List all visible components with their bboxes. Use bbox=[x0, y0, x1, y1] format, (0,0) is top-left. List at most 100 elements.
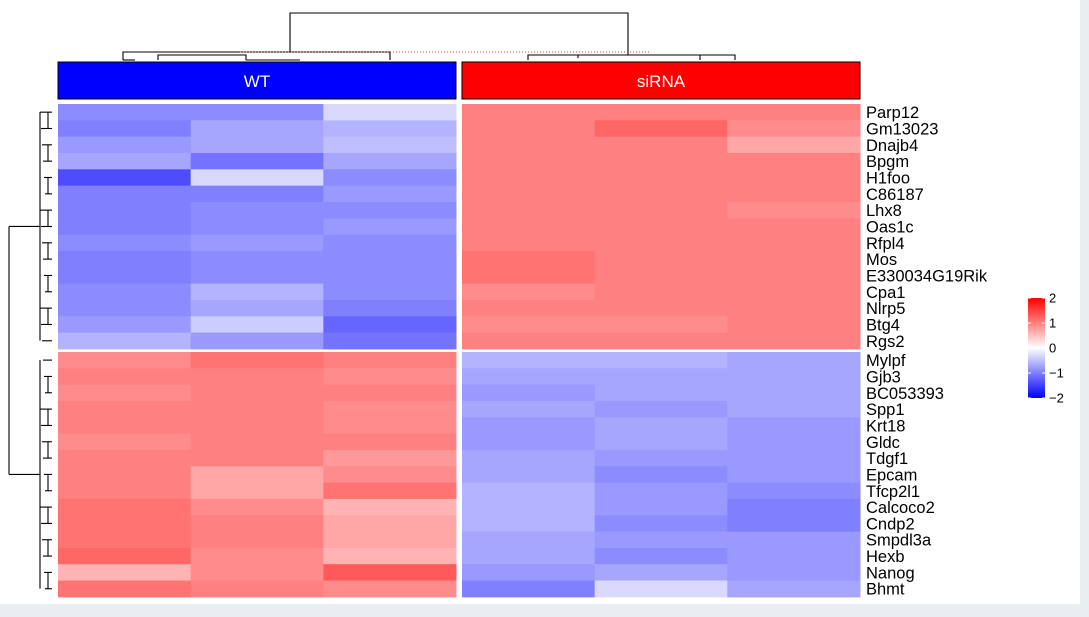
row-label-Gldc: Gldc bbox=[866, 434, 900, 452]
heatmap-cell-Nlrp5-2 bbox=[190, 299, 324, 317]
heatmap-cell-Parp12-2 bbox=[190, 104, 324, 121]
heatmap-cell-BC053393-4 bbox=[462, 384, 596, 402]
heatmap-cell-Tdgf1-1 bbox=[58, 449, 192, 467]
heatmap-cell-Btg4-5 bbox=[594, 316, 728, 334]
heatmap-cell-E330034G19Rik-6 bbox=[727, 267, 861, 285]
row-label-Lhx8: Lhx8 bbox=[866, 202, 902, 220]
heatmap-cell-Krt18-5 bbox=[594, 417, 728, 435]
heatmap-cell-C86187-1 bbox=[58, 185, 192, 203]
heatmap-cell-Cndp2-5 bbox=[594, 515, 728, 533]
heatmap-cell-Rfpl4-6 bbox=[727, 234, 861, 252]
heatmap-cell-Tfcp2l1-4 bbox=[462, 482, 596, 500]
row-label-Nanog: Nanog bbox=[866, 564, 915, 582]
heatmap-cell-Bpgm-5 bbox=[594, 152, 728, 170]
row-label-Spp1: Spp1 bbox=[866, 401, 905, 419]
heatmap-cell-Cpa1-6 bbox=[727, 283, 861, 301]
heatmap-cell-Cpa1-3 bbox=[323, 283, 457, 301]
row-label-Epcam: Epcam bbox=[866, 466, 917, 484]
row-label-Rfpl4: Rfpl4 bbox=[866, 235, 905, 253]
column-dendrogram-branch-4 bbox=[157, 54, 247, 60]
legend-tick-label-4: −2 bbox=[1049, 391, 1064, 406]
column-dendrogram-branch-9 bbox=[577, 54, 736, 60]
heatmap-cell-Mylpf-3 bbox=[323, 351, 457, 369]
column-dendrogram-branch-3 bbox=[290, 51, 391, 60]
heatmap-cell-Bhmt-5 bbox=[594, 580, 728, 598]
row-label-Cndp2: Cndp2 bbox=[866, 515, 915, 533]
heatmap-cell-Mos-5 bbox=[594, 250, 728, 268]
heatmap-cell-Gm13023-4 bbox=[462, 120, 596, 138]
heatmap-cell-Btg4-2 bbox=[190, 316, 324, 334]
heatmap-cell-E330034G19Rik-3 bbox=[323, 267, 457, 285]
heatmap-cell-Oas1c-5 bbox=[594, 218, 728, 236]
heatmap-cell-Smpdl3a-4 bbox=[462, 531, 596, 549]
heatmap-cell-H1foo-5 bbox=[594, 169, 728, 187]
heatmap-cell-Rfpl4-3 bbox=[323, 234, 457, 252]
heatmap-cell-H1foo-1 bbox=[58, 169, 192, 187]
heatmap-cell-Lhx8-3 bbox=[323, 201, 457, 219]
heatmap-cell-Mylpf-4 bbox=[462, 351, 596, 369]
heatmap-cell-Lhx8-1 bbox=[58, 201, 192, 219]
heatmap-cell-BC053393-6 bbox=[727, 384, 861, 402]
heatmap-cell-Rgs2-1 bbox=[58, 332, 192, 350]
column-dendrogram bbox=[122, 12, 736, 61]
heatmap-cell-Gldc-2 bbox=[190, 433, 324, 451]
heatmap-cell-Spp1-5 bbox=[594, 400, 728, 418]
heatmap-cell-Mos-1 bbox=[58, 250, 192, 268]
heatmap-cell-BC053393-1 bbox=[58, 384, 192, 402]
heatmap-cell-Rfpl4-2 bbox=[190, 234, 324, 252]
heatmap-cell-Rfpl4-4 bbox=[462, 234, 596, 252]
heatmap-cell-Krt18-1 bbox=[58, 417, 192, 435]
heatmap-cell-Mylpf-5 bbox=[594, 351, 728, 369]
heatmap-cell-C86187-5 bbox=[594, 185, 728, 203]
heatmap-cell-Rgs2-2 bbox=[190, 332, 324, 350]
heatmap-cell-E330034G19Rik-2 bbox=[190, 267, 324, 285]
heatmap-cell-E330034G19Rik-5 bbox=[594, 267, 728, 285]
heatmap-cell-Rfpl4-1 bbox=[58, 234, 192, 252]
heatmap-cell-Tdgf1-2 bbox=[190, 449, 324, 467]
row-label-BC053393: BC053393 bbox=[866, 385, 944, 403]
heatmap-cell-H1foo-4 bbox=[462, 169, 596, 187]
heatmap-cell-Tfcp2l1-3 bbox=[323, 482, 457, 500]
heatmap-cell-Tdgf1-5 bbox=[594, 449, 728, 467]
heatmap-cell-Gjb3-5 bbox=[594, 368, 728, 386]
legend-tick-label-1: 1 bbox=[1049, 316, 1056, 331]
heatmap-cell-Nanog-3 bbox=[323, 564, 457, 582]
heatmap-cell-Bpgm-1 bbox=[58, 152, 192, 170]
heatmap-cell-C86187-4 bbox=[462, 185, 596, 203]
heatmap-cell-Mos-3 bbox=[323, 250, 457, 268]
heatmap-cell-Smpdl3a-3 bbox=[323, 531, 457, 549]
heatmap-cell-Gm13023-5 bbox=[594, 120, 728, 138]
heatmap-cell-Tfcp2l1-6 bbox=[727, 482, 861, 500]
heatmap-cell-Parp12-6 bbox=[727, 104, 861, 121]
heatmap-cell-Tdgf1-3 bbox=[323, 449, 457, 467]
heatmap-cell-BC053393-3 bbox=[323, 384, 457, 402]
heatmap-cell-Tfcp2l1-2 bbox=[190, 482, 324, 500]
heatmap-cell-Hexb-3 bbox=[323, 547, 457, 565]
heatmap-cell-Krt18-3 bbox=[323, 417, 457, 435]
heatmap-cell-Parp12-3 bbox=[323, 104, 457, 121]
heatmap-cell-Parp12-4 bbox=[462, 104, 596, 121]
annotation-bar-WT bbox=[57, 61, 457, 100]
heatmap-cell-E330034G19Rik-1 bbox=[58, 267, 192, 285]
heatmap-cell-Cpa1-4 bbox=[462, 283, 596, 301]
column-dendrogram-branch-8 bbox=[628, 54, 701, 60]
heatmap-cell-Gjb3-6 bbox=[727, 368, 861, 386]
heatmap-cell-Dnajb4-5 bbox=[594, 136, 728, 154]
heatmap-cell-Dnajb4-1 bbox=[58, 136, 192, 154]
heatmap-cell-Hexb-2 bbox=[190, 547, 324, 565]
heatmap-cell-Bpgm-3 bbox=[323, 152, 457, 170]
heatmap-cell-Parp12-5 bbox=[594, 104, 728, 121]
heatmap-cell-Gldc-1 bbox=[58, 433, 192, 451]
heatmap-cell-Dnajb4-3 bbox=[323, 136, 457, 154]
heatmap-cell-Calcoco2-4 bbox=[462, 498, 596, 516]
heatmap-cell-Calcoco2-3 bbox=[323, 498, 457, 516]
row-label-Tdgf1: Tdgf1 bbox=[866, 450, 908, 468]
row-label-Bpgm: Bpgm bbox=[866, 153, 909, 171]
heatmap-cell-Lhx8-6 bbox=[727, 201, 861, 219]
heatmap-cell-Epcam-4 bbox=[462, 466, 596, 484]
heatmap-cell-Cndp2-2 bbox=[190, 515, 324, 533]
heatmap-cell-Rgs2-6 bbox=[727, 332, 861, 350]
row-label-Smpdl3a: Smpdl3a bbox=[866, 532, 932, 550]
heatmap-cell-Nlrp5-4 bbox=[462, 299, 596, 317]
heatmap-cell-H1foo-6 bbox=[727, 169, 861, 187]
